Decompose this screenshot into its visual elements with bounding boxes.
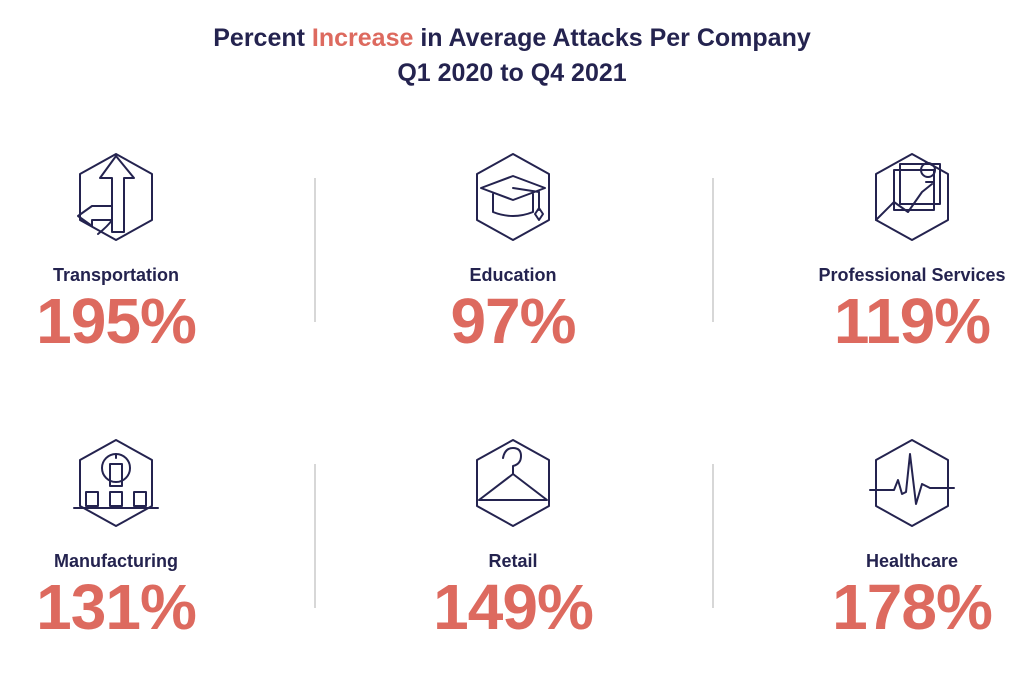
stat-education: Education 97% (363, 150, 663, 354)
stat-professional-services: Professional Services 119% (762, 150, 1024, 354)
stat-healthcare: Healthcare 178% (762, 436, 1024, 640)
title-suffix: in Average Attacks Per Company (413, 24, 811, 52)
category-label: Healthcare (865, 551, 959, 571)
category-label: Transportation (52, 265, 179, 285)
value-label: 178% (832, 571, 993, 643)
divider-bottom-left (314, 464, 316, 608)
value-label: 195% (36, 285, 197, 357)
stat-manufacturing: Manufacturing 131% (0, 436, 266, 640)
title-highlight: Increase (311, 24, 414, 52)
stat-transportation: Transportation 195% (0, 150, 266, 354)
heartbeat-icon (869, 439, 955, 527)
divider-top-right (712, 178, 714, 322)
value-label: 97% (450, 285, 576, 357)
arrow-up-icon (77, 153, 153, 241)
category-label: Manufacturing (54, 551, 178, 571)
chart-subtitle: Q1 2020 to Q4 2021 (397, 59, 627, 87)
stat-retail: Retail 149% (363, 436, 663, 640)
value-label: 131% (36, 571, 197, 643)
chart-title: Percent Increase in Average Attacks Per … (0, 21, 1024, 55)
category-label: Professional Services (818, 265, 1006, 285)
divider-top-left (314, 178, 316, 322)
divider-bottom-right (712, 464, 714, 608)
growth-chart-icon (875, 153, 949, 241)
category-label: Retail (488, 551, 538, 571)
value-label: 119% (833, 285, 991, 357)
graduation-cap-icon (476, 153, 550, 241)
category-label: Education (469, 265, 557, 285)
factory-lightbulb-icon (73, 439, 159, 527)
value-label: 149% (433, 571, 594, 643)
title-prefix: Percent (213, 24, 312, 52)
hanger-icon (476, 439, 550, 527)
